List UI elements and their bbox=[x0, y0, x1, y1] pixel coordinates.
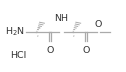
Text: HCl: HCl bbox=[10, 51, 27, 60]
Text: O: O bbox=[94, 20, 102, 29]
Text: O: O bbox=[46, 46, 53, 55]
Text: ,,: ,, bbox=[37, 32, 40, 37]
Text: H$_2$N: H$_2$N bbox=[5, 25, 24, 38]
Text: ,,: ,, bbox=[73, 32, 76, 37]
Text: O: O bbox=[82, 46, 90, 55]
Text: NH: NH bbox=[54, 14, 68, 23]
Text: '': '' bbox=[37, 26, 40, 31]
